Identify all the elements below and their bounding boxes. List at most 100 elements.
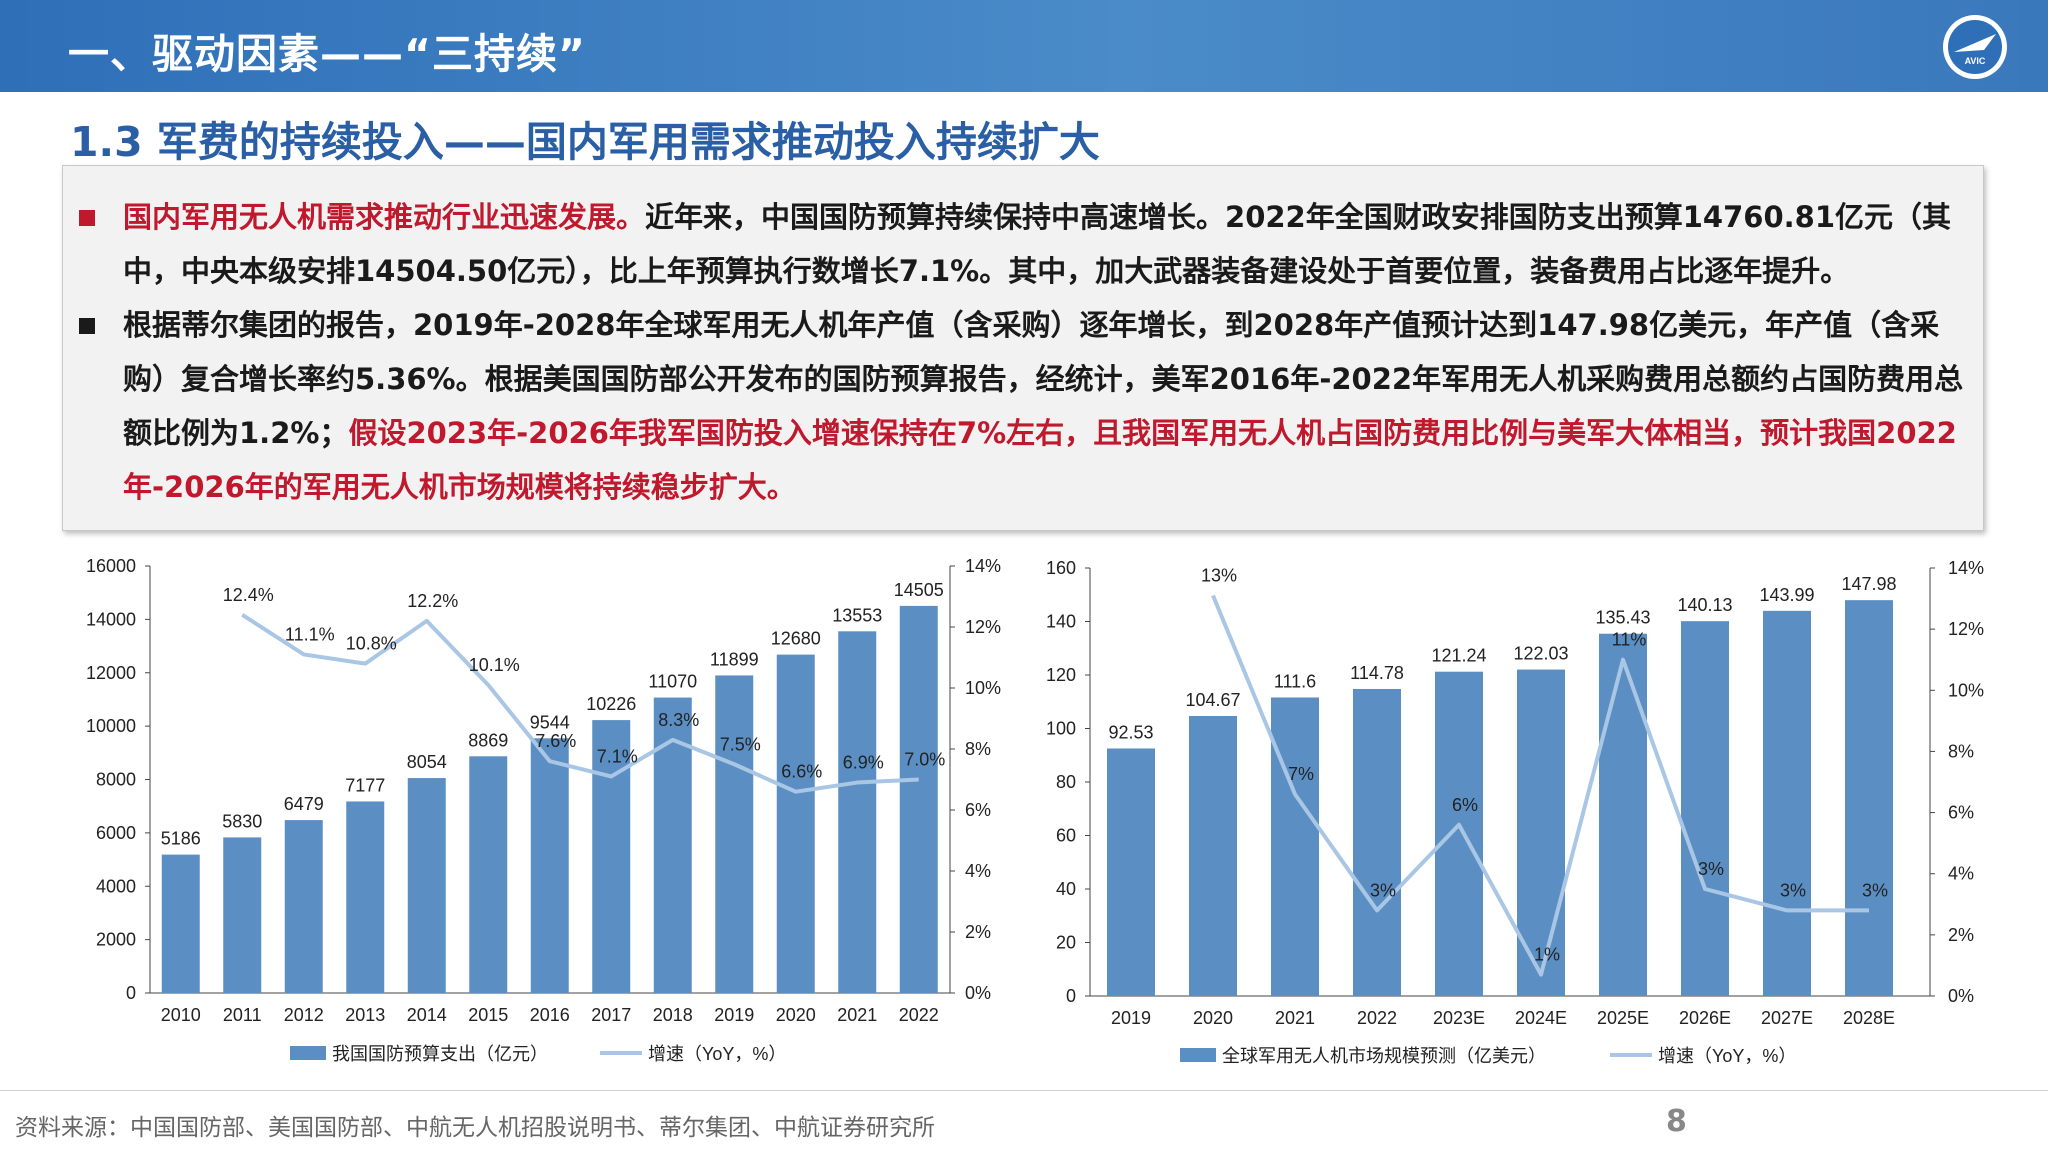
y-tick-label: 6000 — [96, 823, 136, 843]
bar-value-label: 8054 — [407, 752, 447, 772]
bar-value-label: 6479 — [284, 794, 324, 814]
svg-text:AVIC: AVIC — [1965, 56, 1986, 66]
line-value-label: 1% — [1534, 945, 1560, 965]
bar-value-label: 5186 — [161, 829, 201, 849]
legend-bar-label: 全球军用无人机市场规模预测（亿美元） — [1222, 1046, 1546, 1066]
header-bar: 一、驱动因素——“三持续” AVIC — [0, 0, 2048, 92]
line-value-label: 12.4% — [223, 585, 274, 605]
bar — [1271, 697, 1319, 996]
bar-value-label: 143.99 — [1759, 585, 1814, 605]
page-number: 8 — [1666, 1104, 1687, 1139]
x-tick-label: 2012 — [284, 1005, 324, 1025]
y-tick-label: 60 — [1056, 826, 1076, 846]
bullet-square-icon — [79, 318, 95, 334]
x-tick-label: 2021 — [1275, 1008, 1315, 1028]
source-note: 资料来源：中国国防部、美国国防部、中航无人机招股说明书、蒂尔集团、中航证券研究所 — [15, 1115, 935, 1141]
section-title: 一、驱动因素——“三持续” — [68, 30, 586, 78]
line-value-label: 11% — [1612, 630, 1647, 650]
y-tick-label: 16000 — [86, 556, 136, 576]
bar-value-label: 114.78 — [1350, 663, 1404, 683]
legend-line-label: 增速（YoY，%） — [1658, 1046, 1796, 1066]
line-value-label: 3% — [1370, 880, 1396, 900]
x-tick-label: 2016 — [530, 1005, 570, 1025]
y2-tick-label: 2% — [965, 922, 991, 942]
y2-tick-label: 12% — [1948, 619, 1984, 639]
bar — [530, 738, 569, 993]
x-tick-label: 2026E — [1679, 1008, 1731, 1028]
y-tick-label: 140 — [1046, 612, 1076, 632]
x-tick-label: 2025E — [1597, 1008, 1649, 1028]
bar — [1845, 600, 1893, 996]
x-tick-label: 2019 — [714, 1005, 754, 1025]
y-tick-label: 20 — [1056, 933, 1076, 953]
bar — [1189, 716, 1237, 996]
bar — [1107, 748, 1155, 996]
bar-value-label: 13553 — [832, 605, 882, 625]
y-tick-label: 160 — [1046, 558, 1076, 578]
line-value-label: 3% — [1780, 880, 1806, 900]
growth-line — [241, 613, 919, 794]
line-value-label: 10.1% — [469, 655, 520, 675]
y2-tick-label: 0% — [965, 983, 991, 1003]
x-tick-label: 2028E — [1843, 1008, 1895, 1028]
y2-tick-label: 10% — [1948, 680, 1984, 700]
bar — [1681, 621, 1729, 996]
y2-tick-label: 8% — [1948, 741, 1974, 761]
x-tick-label: 2014 — [407, 1005, 447, 1025]
y2-tick-label: 4% — [965, 861, 991, 881]
y2-tick-label: 6% — [965, 800, 991, 820]
line-value-label: 7.6% — [535, 731, 576, 751]
bar-value-label: 14505 — [894, 580, 944, 600]
y-tick-label: 2000 — [96, 930, 136, 950]
line-value-label: 7% — [1288, 764, 1314, 784]
y-tick-label: 120 — [1046, 665, 1076, 685]
chart-uav-market-svg: 0 20 40 60 80 100 120 140 160 0% 2% 4% 6% 8% 10% 12% 14%… — [1046, 558, 1984, 1066]
chart-defense-budget: 0 2000 4000 6000 8000 10000 12000 14000 16000 0% 2… — [40, 548, 1040, 1088]
paragraph-1-highlight: 国内军用无人机需求推动行业迅速发展。 — [123, 200, 646, 234]
paragraph-1-body: 近年来，中国国防预算持续保持中高速增长。2022年全国财政安排国防支出预算147… — [123, 200, 1951, 288]
line-value-label: 13% — [1201, 566, 1237, 586]
chart-uav-market: 0 20 40 60 80 100 120 140 160 0% 2% 4% 6% 8% 10% 12% 14%… — [1020, 548, 2020, 1088]
paragraph-2-body: 根据蒂尔集团的报告，2019年-2028年全球军用无人机年产值（含采购）逐年增长… — [123, 308, 1964, 450]
bar-value-label: 122.03 — [1513, 644, 1568, 664]
line-value-label: 6% — [1452, 795, 1478, 815]
line-value-label: 7.0% — [904, 750, 945, 770]
y-tick-label: 0 — [126, 983, 136, 1003]
legend-bar-label: 我国国防预算支出（亿元） — [332, 1044, 548, 1064]
line-value-label: 10.8% — [346, 634, 397, 654]
bar — [1599, 633, 1647, 996]
bar-value-label: 147.98 — [1841, 574, 1896, 594]
x-tick-label: 2011 — [223, 1005, 262, 1025]
y2-tick-label: 8% — [965, 739, 991, 759]
bar-value-label: 9544 — [530, 712, 570, 732]
x-tick-label: 2018 — [653, 1005, 693, 1025]
line-value-label: 6.6% — [781, 762, 822, 782]
y-tick-label: 80 — [1056, 772, 1076, 792]
y-tick-label: 40 — [1056, 879, 1076, 899]
bar — [776, 654, 815, 993]
line-value-label: 6.9% — [843, 753, 884, 773]
bar — [715, 675, 754, 993]
x-tick-label: 2015 — [468, 1005, 508, 1025]
line-value-label: 8.3% — [658, 710, 699, 730]
x-tick-label: 2010 — [161, 1005, 201, 1025]
y2-tick-label: 6% — [1948, 803, 1974, 823]
bar-value-label: 111.6 — [1274, 671, 1316, 691]
y2-tick-label: 2% — [1948, 925, 1974, 945]
x-tick-label: 2022 — [1357, 1008, 1397, 1028]
bar — [899, 605, 938, 993]
bar-value-label: 121.24 — [1431, 646, 1486, 666]
x-tick-label: 2027E — [1761, 1008, 1813, 1028]
bar-value-label: 11899 — [710, 649, 759, 669]
y-tick-label: 14000 — [86, 609, 136, 629]
x-tick-label: 2013 — [345, 1005, 385, 1025]
bar-value-label: 92.53 — [1108, 722, 1153, 742]
x-tick-label: 2023E — [1433, 1008, 1485, 1028]
bar — [161, 854, 200, 993]
y2-tick-label: 4% — [1948, 864, 1974, 884]
bar-value-label: 140.13 — [1677, 595, 1732, 615]
bar — [407, 778, 446, 993]
bar — [592, 720, 631, 993]
x-tick-label: 2017 — [591, 1005, 631, 1025]
y-tick-label: 0 — [1066, 986, 1076, 1006]
